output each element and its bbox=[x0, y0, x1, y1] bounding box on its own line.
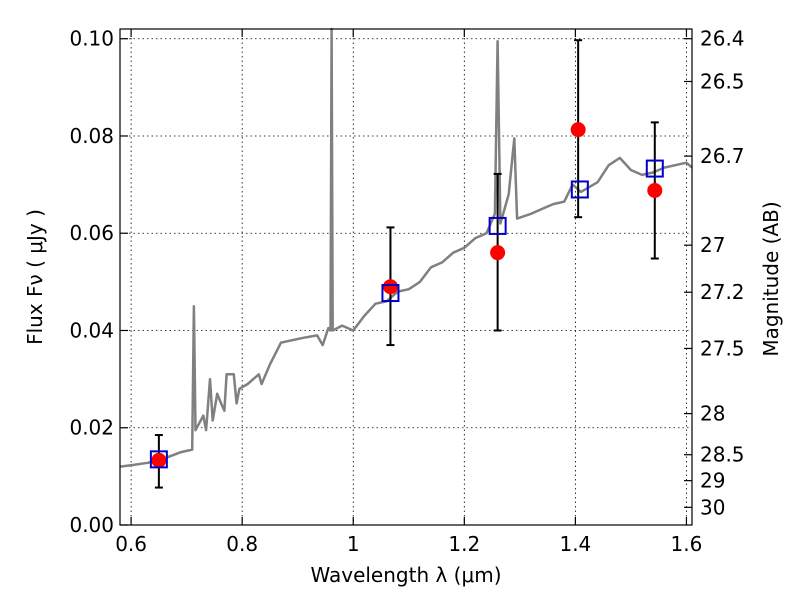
y2-tick-label: 26.5 bbox=[700, 69, 745, 93]
observed-points bbox=[151, 122, 663, 468]
model-point bbox=[488, 216, 507, 235]
y-tick-label: 0.10 bbox=[69, 27, 114, 51]
y-tick-label: 0.00 bbox=[69, 513, 114, 537]
observed-point bbox=[647, 182, 663, 198]
y-tick-label: 0.06 bbox=[69, 221, 114, 245]
y2-tick-label: 30 bbox=[700, 495, 725, 519]
x-tick-label: 1.2 bbox=[448, 532, 480, 556]
model-point bbox=[570, 180, 589, 199]
y-tick-label: 0.08 bbox=[69, 124, 114, 148]
spectrum-line bbox=[119, 27, 693, 468]
x-tick-label: 0.6 bbox=[115, 532, 147, 556]
y2-tick-label: 27.2 bbox=[700, 280, 745, 304]
y-tick-label: 0.02 bbox=[69, 416, 114, 440]
model-point bbox=[149, 450, 168, 469]
y2-tick-label: 29 bbox=[700, 469, 725, 493]
observed-point bbox=[490, 245, 506, 261]
y2-tick-label: 26.7 bbox=[700, 144, 745, 168]
model-points bbox=[149, 159, 664, 469]
observed-point bbox=[382, 279, 398, 295]
x-tick-label: 0.8 bbox=[226, 532, 258, 556]
model-point bbox=[381, 284, 400, 303]
grid-layer bbox=[120, 29, 692, 526]
y-tick-label: 0.04 bbox=[69, 318, 114, 342]
y2-tick-label: 27.5 bbox=[700, 336, 745, 360]
x-tick-label: 1 bbox=[347, 532, 360, 556]
observed-point bbox=[570, 122, 586, 138]
plot-frame bbox=[119, 28, 693, 526]
y2-tick-label: 28 bbox=[700, 402, 725, 426]
x-tick-label: 1.4 bbox=[559, 532, 591, 556]
spectrum-layer bbox=[119, 27, 693, 468]
tick-labels: 0.6 0.8 1 1.2 1.4 1.6 0.00 0.02 0.04 0.06 0.08 0.10… bbox=[69, 27, 744, 556]
observed-point bbox=[151, 452, 167, 468]
y2-tick-label: 27 bbox=[700, 233, 725, 257]
y2-tick-label: 28.5 bbox=[700, 443, 745, 467]
errorbar-layer bbox=[154, 39, 659, 489]
tick-layer bbox=[120, 29, 692, 526]
x-axis-label: Wavelength λ (μm) bbox=[310, 563, 501, 587]
x-tick-label: 1.6 bbox=[671, 532, 703, 556]
y-axis-label: Flux Fν ( μJy ) bbox=[23, 209, 47, 345]
y2-tick-label: 26.4 bbox=[700, 27, 745, 51]
model-point bbox=[645, 159, 664, 178]
y2-axis-label: Magnitude (AB) bbox=[759, 201, 783, 356]
